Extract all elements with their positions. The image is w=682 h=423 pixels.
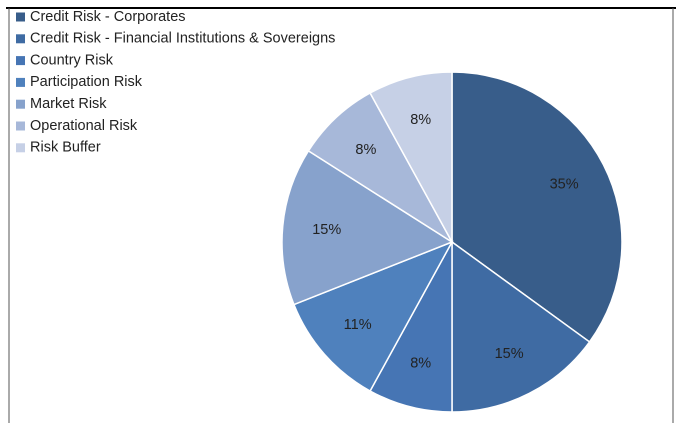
pie-slice xyxy=(451,71,623,343)
legend-swatch xyxy=(16,34,25,44)
legend-label: Credit Risk - Corporates xyxy=(30,9,186,25)
data-label: 8% xyxy=(410,356,431,372)
pie-slice xyxy=(281,149,454,306)
legend-swatch xyxy=(16,143,25,153)
data-label: 11% xyxy=(344,317,372,333)
data-label: 8% xyxy=(410,112,431,128)
data-label: 15% xyxy=(495,346,524,362)
legend-label: Market Risk xyxy=(30,96,107,112)
legend-swatch xyxy=(16,77,25,87)
pie-slice xyxy=(451,240,591,413)
legend-label: Country Risk xyxy=(30,52,114,68)
legend-swatch xyxy=(16,121,25,131)
legend-label: Participation Risk xyxy=(30,74,143,90)
pie: 35% 15% 8% 11% 15% 8% 8% xyxy=(281,71,623,413)
legend-swatch xyxy=(16,56,25,66)
legend: Credit Risk - Corporates Credit Risk - Fi… xyxy=(16,9,335,156)
legend-label: Risk Buffer xyxy=(30,140,101,156)
legend-label: Operational Risk xyxy=(30,118,138,134)
data-label: 35% xyxy=(550,177,579,193)
pie-slice xyxy=(292,240,454,392)
legend-label: Credit Risk - Financial Institutions & S… xyxy=(30,31,335,47)
data-label: 8% xyxy=(355,142,376,158)
data-label: 15% xyxy=(312,222,341,238)
legend-swatch xyxy=(16,99,25,109)
pie-slice xyxy=(369,71,453,243)
legend-swatch xyxy=(16,12,25,22)
